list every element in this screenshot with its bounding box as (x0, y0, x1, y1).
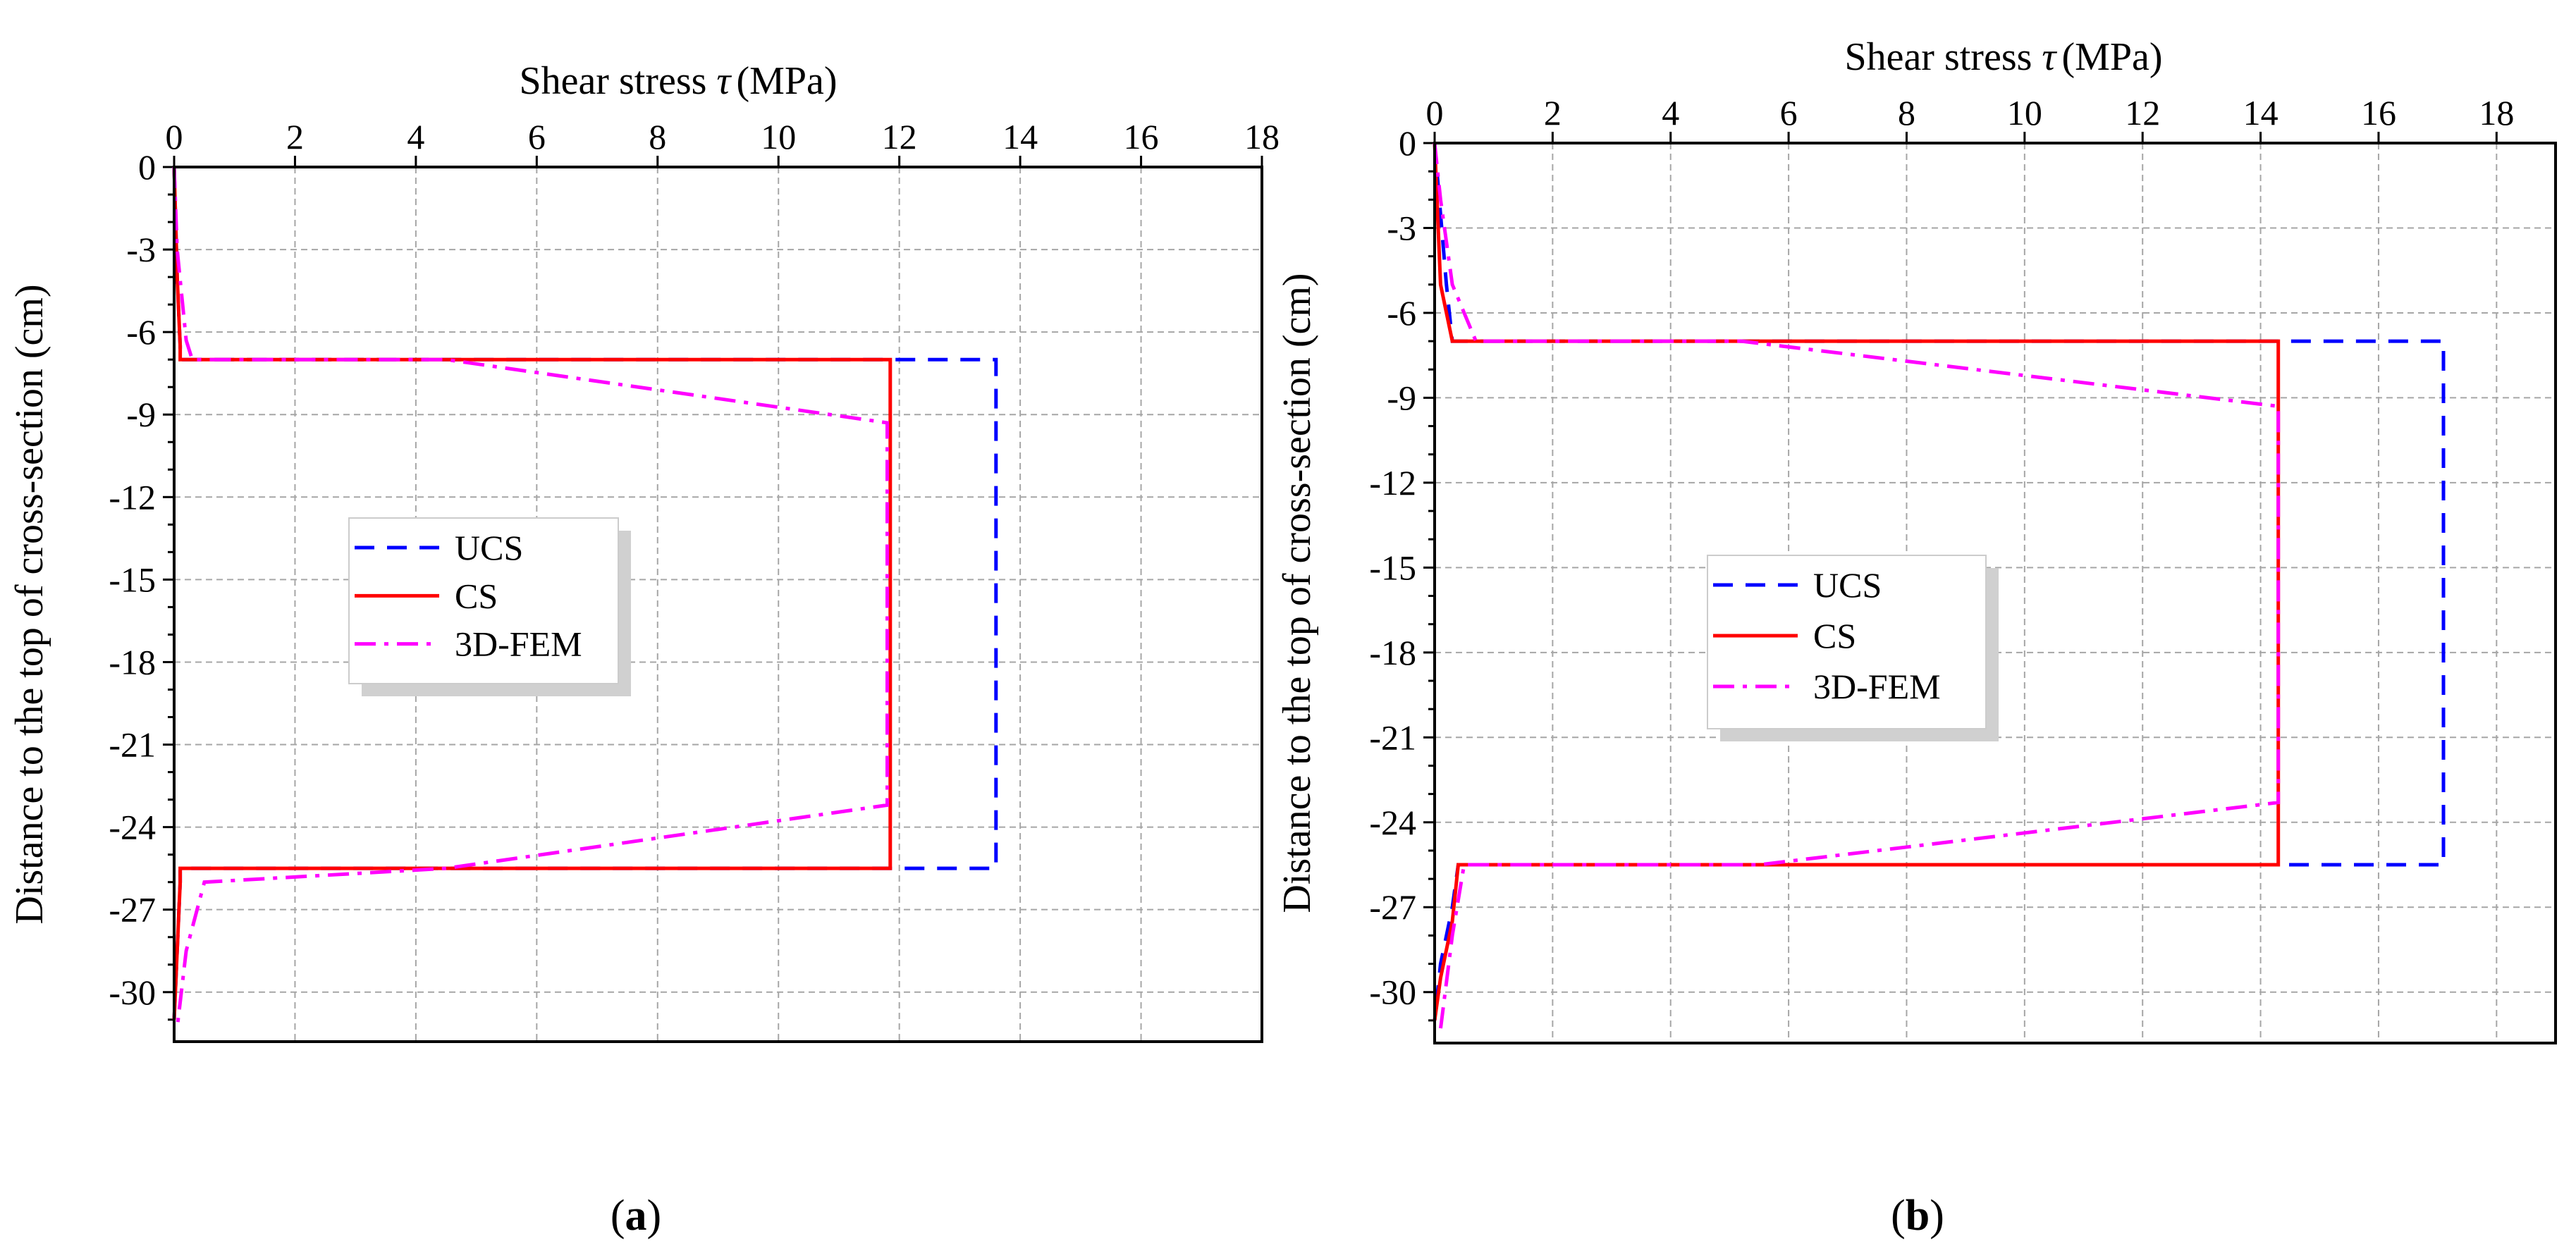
subfigure-label-close: ) (1930, 1192, 1944, 1240)
series-line-cs (1433, 142, 2281, 1021)
x-tick-label: 4 (407, 117, 424, 156)
y-tick-label: -18 (109, 642, 156, 682)
y-tick-label: -24 (1369, 803, 1416, 842)
y-axis-title: Distance to the top of cross-section (cm… (8, 284, 51, 924)
x-tick-label: 14 (2243, 93, 2278, 132)
subfigure-label-letter: b (1906, 1192, 1930, 1240)
plot-frame (173, 166, 1263, 1043)
subfigure-label-open: ( (1891, 1192, 1906, 1240)
x-tick-label: 4 (1662, 93, 1679, 132)
x-tick-label: 0 (1426, 93, 1444, 132)
subfigure-label-letter: a (625, 1192, 647, 1240)
y-tick-label: -15 (109, 560, 156, 599)
legend-label: CS (455, 576, 498, 615)
subfigure-label-close: ) (647, 1192, 662, 1240)
legend-label: UCS (1813, 565, 1882, 605)
x-axis-title-text: Shear stress (519, 59, 716, 103)
y-tick-label: -30 (1369, 973, 1416, 1012)
legend: UCS CS 3D-FEM (1707, 555, 1999, 741)
y-tick-label: -9 (126, 395, 156, 434)
x-axis-title: Shear stress τ (MPa) (1844, 35, 2162, 79)
subfigure-label: (b) (1891, 1192, 1944, 1240)
y-tick-label: -24 (109, 808, 156, 847)
x-tick-label: 2 (286, 117, 304, 156)
series-line-3d-fem (1433, 142, 2281, 1030)
y-axis-title: Distance to the top of cross-section (cm… (1275, 273, 1319, 913)
x-tick-label: 18 (1244, 117, 1280, 156)
x-tick-label: 8 (1898, 93, 1915, 132)
subfigure-label-open: ( (611, 1192, 625, 1240)
x-tick-label: 0 (166, 117, 183, 156)
legend-label: 3D-FEM (1813, 667, 1941, 706)
y-tick-label: -12 (1369, 463, 1416, 502)
x-tick-label: 12 (882, 117, 917, 156)
x-tick-label: 6 (528, 117, 546, 156)
x-axis-title-symbol: τ (716, 59, 732, 103)
x-axis-title-symbol: τ (2042, 35, 2057, 79)
y-tick-label: -27 (1369, 887, 1416, 927)
chart-panel-a: 0 2 4 6 8 10 12 14 16 18 0 -3 -6 -9 -12 -15 -18 -21 -24 -27… (8, 59, 1280, 1240)
x-tick-label: 14 (1002, 117, 1038, 156)
y-tick-label: -9 (1387, 378, 1416, 417)
x-tick-label: 2 (1544, 93, 1562, 132)
y-tick-label: -6 (1387, 293, 1416, 333)
x-tick-label: 16 (2361, 93, 2396, 132)
y-tick-label: -3 (126, 230, 156, 269)
series-line-3d-fem (172, 166, 889, 1028)
chart-panel-b: 0 2 4 6 8 10 12 14 16 18 0 -3 -6 -9 -12 -15 -18 -21 -24 -27… (1275, 35, 2557, 1240)
legend: UCS CS 3D-FEM (348, 517, 631, 696)
x-axis-title-text: Shear stress (1844, 35, 2042, 79)
x-tick-label: 8 (649, 117, 666, 156)
legend-label: 3D-FEM (455, 624, 582, 664)
x-axis-title-unit: (MPa) (736, 59, 837, 103)
x-axis-title: Shear stress τ (MPa) (519, 59, 837, 103)
y-tick-label: -21 (1369, 717, 1416, 757)
legend-box (348, 517, 619, 684)
x-tick-label: 16 (1124, 117, 1159, 156)
y-tick-label: -30 (109, 973, 156, 1012)
y-tick-label: -6 (126, 312, 156, 352)
y-tick-label: -3 (1387, 208, 1416, 247)
x-tick-label: 10 (2007, 93, 2042, 132)
y-tick-label: -18 (1369, 633, 1416, 672)
x-tick-label: 18 (2479, 93, 2514, 132)
y-tick-label: -21 (109, 725, 156, 765)
subfigure-label: (a) (611, 1192, 661, 1240)
y-tick-label: -15 (1369, 548, 1416, 587)
x-tick-label: 12 (2125, 93, 2160, 132)
y-tick-label: -12 (109, 477, 156, 517)
y-tick-label: -27 (109, 890, 156, 930)
series-line-cs (172, 166, 893, 1020)
legend-label: UCS (455, 528, 523, 567)
y-tick-label: 0 (1399, 123, 1416, 163)
y-tick-label: 0 (138, 147, 156, 187)
x-tick-label: 6 (1780, 93, 1798, 132)
plot-frame (1433, 142, 2557, 1044)
x-axis-title-unit: (MPa) (2061, 35, 2162, 79)
x-tick-label: 10 (761, 117, 796, 156)
legend-label: CS (1813, 616, 1856, 655)
